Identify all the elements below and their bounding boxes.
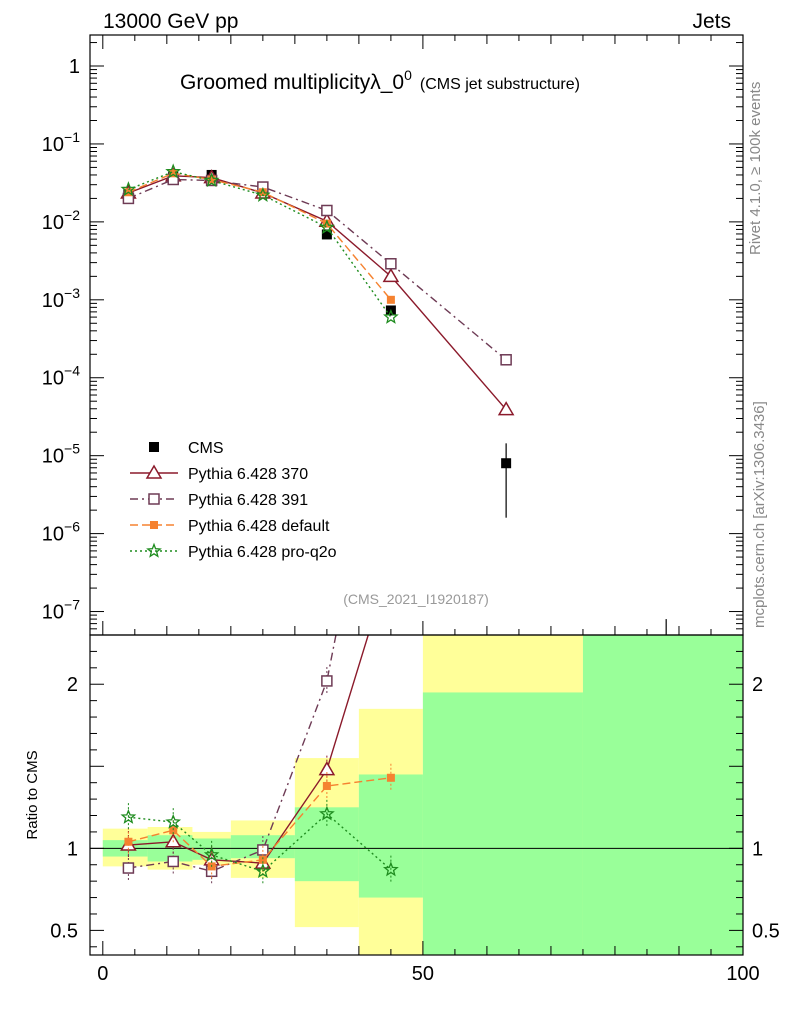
- series-point-ratio: [386, 351, 396, 361]
- series-point-main: [385, 258, 397, 270]
- y-tick-label: 10−1: [42, 129, 80, 156]
- plot-title-sup: 0: [404, 67, 412, 83]
- series-point-ratio: [120, 808, 137, 824]
- series-point-main: [383, 308, 399, 324]
- series-line-main: [128, 170, 392, 318]
- series-point-ratio: [203, 846, 220, 862]
- series-point-main: [497, 401, 515, 416]
- ratio-uncertainty-bands: [102, 635, 743, 955]
- legend-marker: [150, 521, 158, 529]
- series-point-main: [165, 163, 182, 179]
- series-point-ratio: [258, 855, 267, 864]
- series-point-ratio: [318, 805, 335, 821]
- series-point-ratio: [169, 826, 178, 835]
- x-tick-label: 50: [412, 963, 434, 985]
- series-point-ratio: [122, 862, 135, 874]
- series-point-main: [207, 175, 216, 184]
- ratio-y-tick-label-right: 2: [752, 674, 763, 696]
- mcplots-label: mcplots.cern.ch [arXiv:1306.3436]: [751, 401, 768, 628]
- series-point-main: [255, 186, 271, 202]
- main-panel-series: [120, 163, 667, 635]
- series-point-ratio: [382, 861, 399, 877]
- band-green: [582, 635, 743, 955]
- series-point-ratio: [499, 201, 513, 213]
- ratio-panel-frame: [89, 634, 744, 956]
- series-point-main: [120, 181, 137, 197]
- series-point-main: [322, 219, 331, 228]
- band-green: [294, 807, 359, 882]
- ratio-y-tick-label: 0.5: [50, 920, 78, 942]
- series-point-main: [386, 295, 395, 304]
- series-point-main: [203, 172, 220, 188]
- y-tick-label: 10−3: [42, 285, 80, 312]
- ratio-y-tick-label-right: 0.5: [752, 920, 780, 942]
- y-tick-label: 1: [69, 56, 80, 78]
- ratio-y-tick-label: 2: [67, 674, 78, 696]
- x-tick-label: 100: [726, 963, 759, 985]
- axis-ticks: [90, 35, 744, 955]
- y-tick-label: 10−5: [42, 441, 80, 468]
- y-tick-label: 10−7: [42, 597, 80, 624]
- series-point-ratio: [384, 554, 398, 566]
- x-tick-label: 0: [97, 963, 108, 985]
- series-point-main: [169, 169, 178, 178]
- series-point-main: [382, 267, 400, 283]
- y-tick-label: 10−4: [42, 363, 80, 390]
- series-point-ratio: [386, 773, 395, 782]
- series-line-main: [128, 172, 392, 301]
- series-point-main: [258, 188, 267, 197]
- cms-data-point: [501, 458, 512, 469]
- y-tick-label: 10−2: [42, 207, 80, 234]
- legend-label: Pythia 6.428 default: [188, 518, 330, 535]
- analysis-id: (CMS_2021_I1920187): [343, 591, 489, 607]
- legend-marker: [145, 464, 163, 479]
- header-right: Jets: [692, 10, 731, 33]
- legend: CMS Pythia 6.428 370 Pythia 6.428 391 Pythi…: [130, 440, 337, 561]
- plot-title-sub: (CMS jet substructure): [420, 76, 580, 93]
- ratio-panel-series: [120, 201, 513, 886]
- legend-label: Pythia 6.428 pro-q2o: [188, 544, 337, 561]
- series-point-ratio: [124, 837, 133, 846]
- series-point-ratio: [318, 761, 336, 776]
- series-point-ratio: [322, 781, 331, 790]
- ratio-y-tick-label: 1: [67, 838, 78, 860]
- plot-title: Groomed multiplicityλ_00 (CMS jet substru…: [180, 67, 580, 94]
- series-line-ratio: [128, 777, 391, 868]
- series-line-main: [128, 175, 507, 411]
- series-point-main: [500, 354, 512, 366]
- series-point-main: [321, 204, 333, 217]
- series-point-ratio: [167, 855, 179, 868]
- header-left: 13000 GeV pp: [103, 10, 238, 33]
- axis-tick-labels: 1 10−1 10−2 10−3 10−4 10−5 10−6 10−7 0.5 0.5 1 1 2 2 0…: [42, 56, 780, 985]
- legend-marker: [148, 493, 160, 505]
- cms-data-point: [321, 229, 332, 240]
- ratio-y-tick-label-right: 1: [752, 838, 763, 860]
- legend-marker: [149, 442, 159, 452]
- panel-frames: [89, 34, 744, 956]
- legend-label: CMS: [188, 440, 224, 457]
- plot-title-main: Groomed multiplicityλ_0: [180, 71, 404, 94]
- y-tick-label: 10−6: [42, 519, 80, 546]
- series-point-main: [318, 219, 335, 235]
- band-green: [358, 774, 423, 898]
- series-point-ratio: [165, 813, 182, 829]
- legend-label: Pythia 6.428 391: [188, 492, 308, 509]
- ratio-y-label: Ratio to CMS: [24, 750, 41, 839]
- legend-marker: [146, 542, 162, 558]
- rivet-version-label: Rivet 4.1.0, ≥ 100k events: [747, 82, 764, 255]
- legend-label: Pythia 6.428 370: [188, 466, 308, 483]
- series-line-main: [128, 178, 507, 361]
- band-green: [422, 692, 583, 955]
- series-point-ratio: [321, 675, 333, 687]
- series-point-ratio: [255, 863, 271, 879]
